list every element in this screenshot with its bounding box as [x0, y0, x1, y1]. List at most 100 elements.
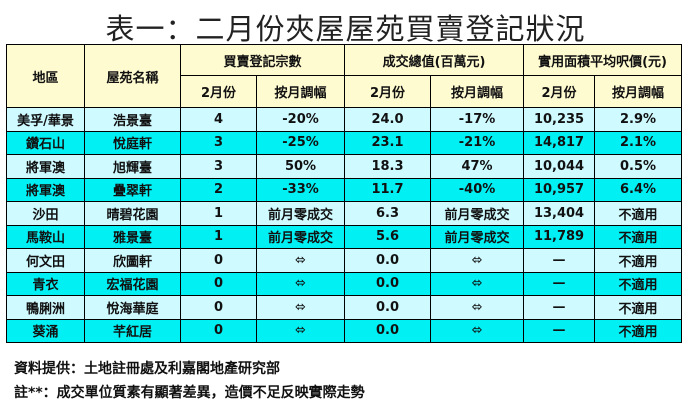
cell-district: 將軍澳: [6, 154, 85, 179]
cell-district: 沙田: [6, 201, 85, 226]
cell-count-chg: -20%: [255, 107, 346, 132]
cell-district: 葵涌: [6, 318, 85, 343]
cell-value-chg: -17%: [430, 107, 525, 132]
cell-count: 3: [180, 130, 257, 155]
cell-count-chg: -25%: [255, 130, 346, 155]
cell-psf-chg: 6.4%: [594, 177, 683, 202]
table-row: 青衣 宏福花園 0 ⬄ 0.0 ⬄ — 不適用: [6, 271, 683, 296]
cell-count-chg: ⬄: [255, 248, 346, 273]
cell-count-chg: ⬄: [255, 295, 346, 320]
table-row: 馬鞍山 雅景臺 1 前月零成交 5.6 前月零成交 11,789 不適用: [6, 224, 683, 249]
table-row: 將軍澳 疊翠軒 2 -33% 11.7 -40% 10,957 6.4%: [6, 177, 683, 202]
cell-count: 0: [180, 248, 257, 273]
cell-value-chg: ⬄: [430, 318, 525, 343]
cell-psf: 10,235: [523, 107, 596, 132]
cell-count-chg: ⬄: [255, 318, 346, 343]
cell-district: 鴨脷洲: [6, 295, 85, 320]
cell-estate: 悅庭軒: [84, 130, 181, 155]
cell-value: 0.0: [344, 248, 432, 273]
cell-value: 23.1: [344, 130, 432, 155]
cell-value: 18.3: [344, 154, 432, 179]
cell-value: 11.7: [344, 177, 432, 202]
table-row: 沙田 晴碧花園 1 前月零成交 6.3 前月零成交 13,404 不適用: [6, 201, 683, 226]
cell-value: 0.0: [344, 271, 432, 296]
cell-count: 3: [180, 154, 257, 179]
cell-value-chg: -40%: [430, 177, 525, 202]
cell-count: 1: [180, 201, 257, 226]
subheader-psf-change: 按月調幅: [594, 75, 683, 108]
subheader-value-change: 按月調幅: [430, 75, 525, 108]
table-row: 美孚/華景 浩景臺 4 -20% 24.0 -17% 10,235 2.9%: [6, 107, 683, 132]
cell-psf-chg: 不適用: [594, 318, 683, 343]
cell-value-chg: 47%: [430, 154, 525, 179]
cell-psf: 11,789: [523, 224, 596, 249]
cell-psf-chg: 0.5%: [594, 154, 683, 179]
cell-psf: 10,044: [523, 154, 596, 179]
cell-psf-chg: 不適用: [594, 271, 683, 296]
cell-count: 0: [180, 318, 257, 343]
cell-district: 青衣: [6, 271, 85, 296]
cell-count: 1: [180, 224, 257, 249]
cell-psf: —: [523, 318, 596, 343]
cell-psf: 13,404: [523, 201, 596, 226]
header-group-psf: 實用面積平均呎價(元): [523, 44, 683, 76]
notes: 資料提供：土地註冊處及利嘉閣地產研究部 註**：成交單位質素有顯著差異，造價不足…: [14, 357, 365, 405]
cell-count-chg: ⬄: [255, 271, 346, 296]
cell-value: 0.0: [344, 295, 432, 320]
table-row: 葵涌 芊紅居 0 ⬄ 0.0 ⬄ — 不適用: [6, 318, 683, 343]
subheader-count-change: 按月調幅: [255, 75, 346, 108]
cell-value: 0.0: [344, 318, 432, 343]
table-row: 鴨脷洲 悅海華庭 0 ⬄ 0.0 ⬄ — 不適用: [6, 295, 683, 320]
cell-count: 2: [180, 177, 257, 202]
cell-psf: —: [523, 271, 596, 296]
cell-estate: 旭輝臺: [84, 154, 181, 179]
cell-value: 6.3: [344, 201, 432, 226]
cell-psf: 10,957: [523, 177, 596, 202]
cell-count: 4: [180, 107, 257, 132]
header-group-value: 成交總值(百萬元): [344, 44, 525, 76]
cell-estate: 疊翠軒: [84, 177, 181, 202]
cell-value-chg: -21%: [430, 130, 525, 155]
table-row: 鑽石山 悅庭軒 3 -25% 23.1 -21% 14,817 2.1%: [6, 130, 683, 155]
cell-value-chg: ⬄: [430, 248, 525, 273]
cell-psf-chg: 不適用: [594, 201, 683, 226]
footnote: 註**：成交單位質素有顯著差異，造價不足反映實際走勢: [14, 385, 365, 401]
cell-estate: 悅海華庭: [84, 295, 181, 320]
cell-value: 5.6: [344, 224, 432, 249]
header-district: 地區: [6, 44, 85, 108]
cell-estate: 芊紅居: [84, 318, 181, 343]
cell-psf-chg: 不適用: [594, 295, 683, 320]
page-title: 表一：二月份夾屋屋苑買賣登記狀況: [105, 12, 586, 46]
cell-psf: 14,817: [523, 130, 596, 155]
cell-value-chg: ⬄: [430, 271, 525, 296]
cell-district: 鑽石山: [6, 130, 85, 155]
source-note: 資料提供：土地註冊處及利嘉閣地產研究部: [14, 361, 280, 377]
subheader-psf-month: 2月份: [523, 75, 596, 108]
cell-count-chg: 前月零成交: [255, 201, 346, 226]
cell-psf-chg: 不適用: [594, 248, 683, 273]
cell-estate: 宏福花園: [84, 271, 181, 296]
cell-count-chg: 前月零成交: [255, 224, 346, 249]
cell-psf-chg: 2.9%: [594, 107, 683, 132]
cell-estate: 浩景臺: [84, 107, 181, 132]
registration-table: 地區 屋苑名稱 買賣登記宗數 成交總值(百萬元) 實用面積平均呎價(元) 2月份…: [6, 44, 683, 343]
cell-value: 24.0: [344, 107, 432, 132]
cell-psf: —: [523, 248, 596, 273]
cell-estate: 雅景臺: [84, 224, 181, 249]
cell-value-chg: 前月零成交: [430, 201, 525, 226]
cell-psf-chg: 2.1%: [594, 130, 683, 155]
subheader-value-month: 2月份: [344, 75, 432, 108]
cell-estate: 欣圖軒: [84, 248, 181, 273]
table-row: 將軍澳 旭輝臺 3 50% 18.3 47% 10,044 0.5%: [6, 154, 683, 179]
cell-estate: 晴碧花園: [84, 201, 181, 226]
cell-value-chg: 前月零成交: [430, 224, 525, 249]
table-row: 何文田 欣圖軒 0 ⬄ 0.0 ⬄ — 不適用: [6, 248, 683, 273]
subheader-count-month: 2月份: [180, 75, 257, 108]
cell-count: 0: [180, 295, 257, 320]
cell-count-chg: -33%: [255, 177, 346, 202]
cell-district: 何文田: [6, 248, 85, 273]
cell-district: 美孚/華景: [6, 107, 85, 132]
cell-district: 馬鞍山: [6, 224, 85, 249]
header-estate: 屋苑名稱: [84, 44, 181, 108]
cell-count-chg: 50%: [255, 154, 346, 179]
